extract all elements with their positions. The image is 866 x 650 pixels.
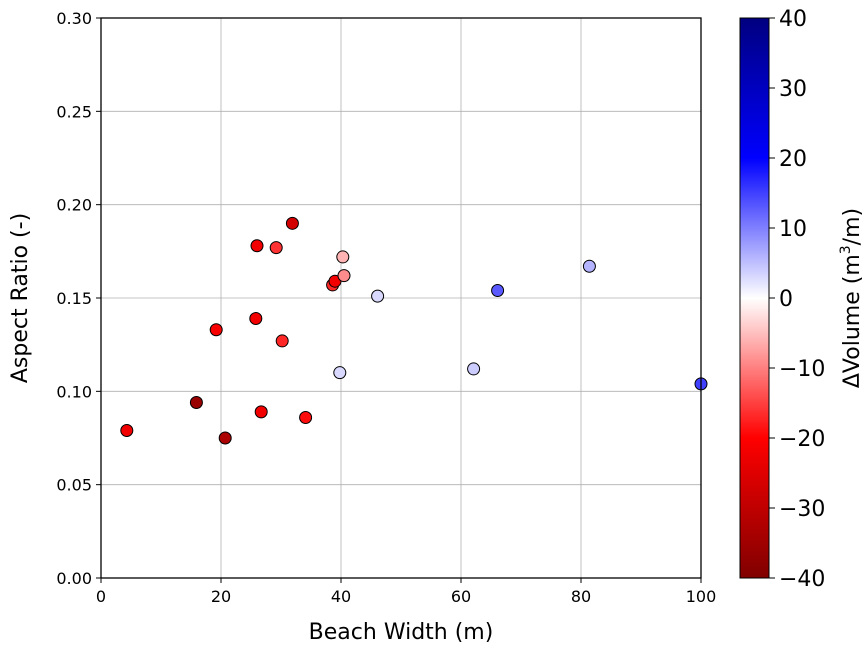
colorbar-tick-label: −40 xyxy=(779,567,825,592)
scatter-point xyxy=(336,250,350,264)
y-tick-label: 0.00 xyxy=(56,569,92,588)
scatter-point xyxy=(582,259,596,273)
y-tick-label: 0.10 xyxy=(56,382,92,401)
colorbar-tick-label: 0 xyxy=(779,287,793,312)
scatter-point xyxy=(285,216,299,230)
y-tick-label: 0.20 xyxy=(56,196,92,215)
colorbar-tick-label: 30 xyxy=(779,77,807,102)
scatter-point xyxy=(249,312,263,326)
scatter-point xyxy=(337,269,351,283)
scatter-point xyxy=(189,396,203,410)
scatter-point xyxy=(491,284,505,298)
y-tick-label: 0.30 xyxy=(56,9,92,28)
colorbar-tick-label: 40 xyxy=(779,7,807,32)
colorbar-label-prefix: ΔVolume (m xyxy=(840,254,865,388)
colorbar-ticks: 40 30 20 10 0 −10 −20 −30 −40 xyxy=(769,7,825,592)
x-tick-label: 0 xyxy=(96,587,106,606)
x-tick-label: 80 xyxy=(571,587,591,606)
y-axis-label: Aspect Ratio (-) xyxy=(8,213,33,383)
y-tick-label: 0.25 xyxy=(56,102,92,121)
scatter-point xyxy=(209,323,223,337)
grid-lines xyxy=(100,17,702,579)
colorbar-tick-label: −20 xyxy=(779,427,825,452)
y-tick-label: 0.15 xyxy=(56,289,92,308)
x-axis-ticks: 0 20 40 60 80 100 xyxy=(96,578,716,606)
colorbar-tick-label: −10 xyxy=(779,357,825,382)
x-tick-label: 20 xyxy=(211,587,231,606)
colorbar-tick-label: 10 xyxy=(779,217,807,242)
colorbar-tick-label: 20 xyxy=(779,147,807,172)
colorbar-label-superscript: 3 xyxy=(838,245,854,254)
x-tick-label: 60 xyxy=(451,587,471,606)
colorbar-label: ΔVolume (m3/m) xyxy=(838,208,865,388)
x-axis-label: Beach Width (m) xyxy=(309,620,494,645)
scatter-point xyxy=(275,334,289,348)
scatter-point xyxy=(218,431,232,445)
scatter-point xyxy=(371,289,385,303)
scatter-point xyxy=(269,241,283,255)
scatter-point xyxy=(467,362,481,376)
scatter-points xyxy=(120,216,708,445)
colorbar-label-suffix: /m) xyxy=(840,208,865,245)
scatter-point xyxy=(120,424,134,438)
colorbar xyxy=(739,17,770,579)
scatter-point xyxy=(254,405,268,419)
x-tick-label: 40 xyxy=(331,587,351,606)
y-tick-label: 0.05 xyxy=(56,476,92,495)
scatter-point xyxy=(333,366,347,380)
colorbar-tick-label: −30 xyxy=(779,497,825,522)
scatter-point xyxy=(299,410,313,424)
y-axis-ticks: 0.00 0.05 0.10 0.15 0.20 0.25 0.30 xyxy=(56,9,101,588)
x-tick-label: 100 xyxy=(686,587,717,606)
scatter-point xyxy=(250,239,264,253)
